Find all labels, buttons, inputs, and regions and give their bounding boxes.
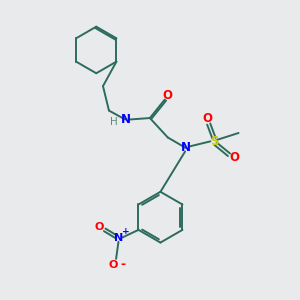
Text: +: + <box>122 227 129 236</box>
Text: O: O <box>94 222 104 232</box>
Text: S: S <box>210 135 218 148</box>
Text: N: N <box>181 141 191 154</box>
Text: O: O <box>109 260 118 270</box>
Text: H: H <box>110 117 118 127</box>
Text: N: N <box>114 233 124 243</box>
Text: N: N <box>120 113 130 126</box>
Text: O: O <box>162 88 172 102</box>
Text: O: O <box>202 112 212 125</box>
Text: O: O <box>230 151 239 164</box>
Text: -: - <box>120 258 125 271</box>
